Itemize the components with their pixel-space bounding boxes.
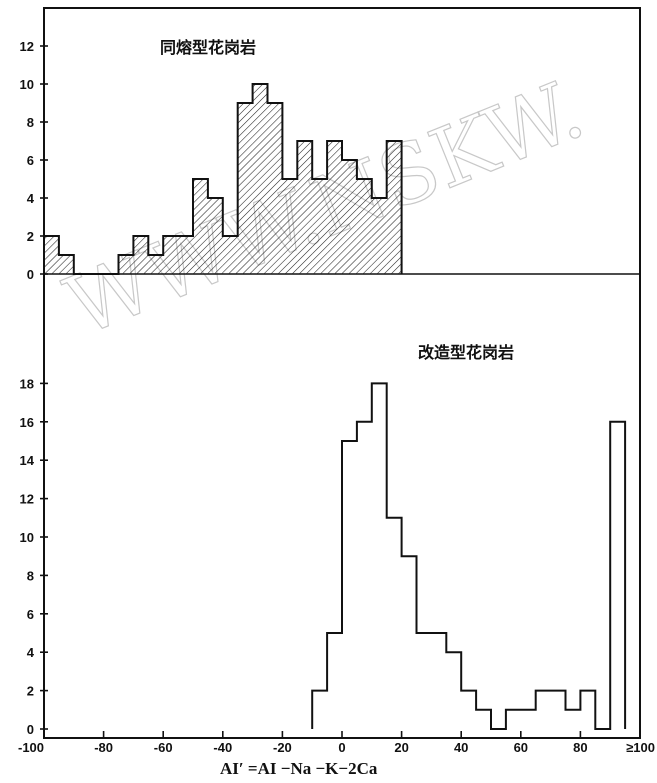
histogram-bar-bottom [506, 710, 521, 729]
histogram-bar-bottom [446, 652, 461, 729]
y-axis-top: 0 2 4 6 8 10 12 [20, 39, 48, 282]
histogram-bar-top [297, 141, 313, 274]
histogram-bar-top [252, 84, 268, 274]
x-tick-label: -80 [94, 740, 113, 755]
y-tick-label-bottom: 14 [20, 453, 35, 468]
x-axis-label: AI′ =AI −Na −K−2Ca [220, 759, 378, 778]
histogram-bar-top [148, 255, 164, 274]
x-tick-label: ≥100 [626, 740, 655, 755]
histogram-bar-top [133, 236, 149, 274]
y-tick-label-bottom: 2 [27, 684, 34, 699]
panel-bottom: 改造型花岗岩 0 2 4 6 8 10 12 14 16 18 [20, 343, 627, 737]
histogram-bar-bottom [566, 710, 581, 729]
y-tick-label-top: 0 [27, 267, 34, 282]
histogram-outline-bottom [311, 382, 627, 730]
x-tick-label: 80 [573, 740, 587, 755]
y-tick-label-bottom: 4 [27, 645, 35, 660]
x-tick-label: 40 [454, 740, 468, 755]
histogram-bar-bottom [551, 691, 566, 729]
histogram-bar-top [312, 179, 328, 274]
histogram-bar-bottom [387, 518, 402, 729]
histogram-bar-bottom [461, 691, 476, 729]
y-tick-label-bottom: 12 [20, 492, 34, 507]
panel-title-top: 同熔型花岗岩 [160, 38, 256, 57]
histogram-bar-bottom [476, 710, 491, 729]
histogram-bar-bottom [402, 556, 417, 729]
x-tick-label: -20 [273, 740, 292, 755]
histogram-bottom [311, 382, 627, 730]
histogram-bar-top [386, 141, 402, 274]
histogram-bar-bottom [431, 633, 446, 729]
x-tick-label: -60 [154, 740, 173, 755]
histogram-bar-top [342, 160, 357, 274]
histogram-bar-top [58, 255, 74, 274]
y-tick-label-bottom: 16 [20, 415, 34, 430]
x-tick-label: 60 [514, 740, 528, 755]
y-tick-label-top: 2 [27, 229, 34, 244]
histogram-bar-top [237, 103, 253, 274]
histogram-bar-top [356, 179, 372, 274]
histogram-bar-top [163, 236, 179, 274]
y-tick-label-top: 8 [27, 115, 34, 130]
y-tick-label-top: 10 [20, 77, 34, 92]
histogram-bar-bottom [536, 691, 551, 729]
y-tick-label-bottom: 10 [20, 530, 34, 545]
histogram-bar-bottom [312, 691, 327, 729]
x-tick-label: -40 [213, 740, 232, 755]
histogram-bar-top [371, 198, 387, 274]
y-tick-label-bottom: 0 [27, 722, 34, 737]
histogram-bar-top [44, 236, 59, 274]
y-tick-label-bottom: 18 [20, 376, 34, 391]
histogram-bar-top [178, 236, 193, 274]
y-tick-label-top: 12 [20, 39, 34, 54]
histogram-bar-bottom [610, 422, 625, 729]
histogram-bar-bottom [580, 691, 595, 729]
x-tick-label: -100 [18, 740, 44, 755]
histogram-bar-top [193, 179, 208, 274]
histogram-bar-bottom [372, 383, 387, 729]
x-axis: -100 -80 -60 -40 -20 0 20 40 60 80 ≥100 [18, 731, 655, 755]
y-tick-label-top: 6 [27, 153, 34, 168]
y-tick-label-bottom: 6 [27, 607, 34, 622]
y-tick-label-top: 4 [27, 191, 35, 206]
histogram-bar-top [222, 236, 238, 274]
x-tick-label: 0 [338, 740, 345, 755]
histogram-bar-bottom [417, 633, 432, 729]
histogram-bar-top [118, 255, 134, 274]
y-axis-bottom: 0 2 4 6 8 10 12 14 16 18 [20, 376, 48, 737]
histogram-bar-top [267, 103, 283, 274]
histogram-bar-top [282, 179, 298, 274]
histogram-outline-top [43, 83, 403, 275]
panel-title-bottom: 改造型花岗岩 [418, 343, 514, 362]
y-tick-label-bottom: 8 [27, 568, 34, 583]
histogram-bar-bottom [342, 441, 357, 729]
histogram-bar-bottom [357, 422, 372, 729]
x-tick-label: 20 [394, 740, 408, 755]
histogram-top [43, 83, 403, 275]
panel-top: 同熔型花岗岩 0 2 4 6 8 10 12 [20, 38, 403, 282]
histogram-bar-bottom [327, 633, 342, 729]
histogram-bar-top [207, 198, 223, 274]
histogram-bar-top [327, 141, 342, 274]
histogram-bar-bottom [521, 710, 536, 729]
